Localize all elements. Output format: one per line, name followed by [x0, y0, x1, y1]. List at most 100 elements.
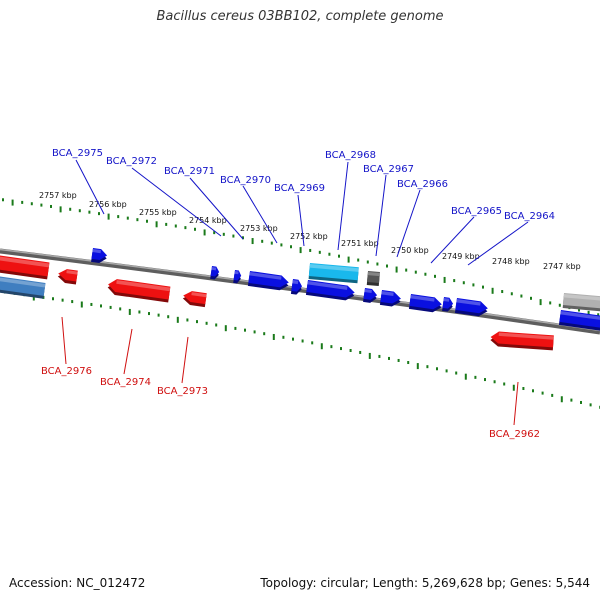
minor-tick — [301, 339, 304, 343]
gene-forward-unlabeled — [454, 298, 488, 317]
minor-tick — [50, 204, 52, 208]
minor-tick — [165, 222, 168, 226]
gene-rna-feature — [308, 263, 359, 284]
gene-forward-bca-2972 — [210, 266, 220, 280]
minor-tick — [215, 323, 218, 327]
leader-line — [123, 328, 133, 375]
minor-tick — [117, 215, 120, 219]
major-tick — [539, 299, 542, 306]
gene-reverse-bca-2976 — [0, 255, 50, 280]
major-tick — [368, 352, 371, 359]
minor-tick — [330, 345, 333, 349]
gene-forward-bca-2965 — [408, 294, 442, 313]
minor-tick — [570, 398, 573, 402]
minor-tick — [232, 234, 235, 238]
minor-tick — [359, 350, 362, 354]
leader-line — [242, 185, 278, 244]
minor-tick — [482, 285, 484, 289]
gene-reverse-bca-2962 — [490, 331, 554, 351]
minor-tick — [213, 231, 216, 235]
minor-tick — [349, 348, 352, 352]
minor-tick — [445, 369, 448, 373]
leader-line — [131, 167, 222, 237]
leader-line — [61, 316, 67, 365]
minor-tick — [242, 236, 244, 240]
minor-tick — [318, 250, 321, 254]
scale-label: 2753 kbp — [240, 224, 278, 233]
minor-tick — [530, 296, 532, 300]
minor-tick — [234, 326, 237, 330]
gene-reverse-bca-2973 — [182, 291, 207, 308]
minor-tick — [78, 209, 81, 213]
minor-tick — [205, 321, 208, 325]
gene-features — [0, 248, 600, 351]
reverse-gene-label: BCA_2974 — [100, 377, 151, 388]
minor-tick — [453, 279, 456, 283]
minor-tick — [282, 335, 285, 339]
gene-forward-bca-2966 — [379, 290, 401, 307]
minor-tick — [71, 300, 74, 304]
minor-tick — [253, 330, 256, 334]
scale-label: 2755 kbp — [139, 208, 177, 217]
gene-forward-bca-2975 — [91, 248, 108, 264]
scale-label: 2757 kbp — [39, 191, 77, 200]
major-tick — [107, 213, 110, 220]
minor-tick — [146, 219, 148, 223]
minor-tick — [366, 260, 369, 264]
leader-line — [181, 336, 189, 384]
label-leader-lines — [61, 159, 529, 426]
reverse-gene-label: BCA_2976 — [41, 366, 92, 377]
gene-pseudo-feature — [366, 271, 380, 286]
minor-tick — [424, 272, 427, 276]
major-tick — [155, 221, 158, 228]
minor-tick — [244, 328, 246, 332]
leader-line — [467, 221, 529, 266]
minor-tick — [311, 341, 314, 345]
minor-tick — [474, 375, 477, 379]
major-tick — [443, 276, 446, 283]
leader-line — [396, 189, 421, 258]
major-tick — [512, 384, 515, 391]
minor-tick — [578, 308, 580, 312]
major-tick — [395, 266, 398, 273]
gene-reverse-unlabeled — [57, 269, 78, 285]
minor-tick — [157, 313, 160, 317]
minor-tick — [357, 258, 360, 262]
minor-tick — [40, 203, 43, 207]
forward-gene-label: BCA_2971 — [164, 166, 215, 177]
minor-tick — [551, 393, 554, 397]
gene-forward-bca-2964 — [442, 297, 454, 312]
gene-forward-bca-2970 — [247, 271, 289, 291]
scale-label: 2749 kbp — [442, 252, 480, 261]
minor-tick — [541, 391, 544, 395]
minor-tick — [426, 365, 429, 369]
major-tick — [80, 301, 83, 308]
minor-tick — [462, 281, 465, 285]
leader-line — [375, 174, 387, 257]
minor-tick — [328, 252, 331, 256]
minor-tick — [414, 270, 417, 274]
minor-tick — [397, 358, 400, 362]
scale-label: 2748 kbp — [492, 257, 530, 266]
forward-gene-label: BCA_2964 — [504, 211, 555, 222]
gene-steel-feature — [0, 276, 46, 299]
genome-summary-text: Topology: circular; Length: 5,269,628 bp… — [260, 576, 590, 590]
leader-line — [75, 159, 105, 215]
leader-line — [297, 194, 305, 247]
forward-gene-label: BCA_2970 — [220, 175, 271, 186]
minor-tick — [484, 378, 486, 382]
major-tick — [272, 333, 275, 340]
major-tick — [491, 287, 494, 294]
minor-tick — [597, 313, 600, 317]
minor-tick — [520, 294, 523, 298]
major-tick — [224, 325, 227, 332]
forward-gene-label: BCA_2972 — [106, 156, 157, 167]
minor-tick — [148, 312, 150, 316]
accession-text: Accession: NC_012472 — [9, 576, 146, 590]
minor-tick — [455, 371, 458, 375]
minor-tick — [174, 224, 177, 228]
minor-tick — [407, 361, 410, 365]
